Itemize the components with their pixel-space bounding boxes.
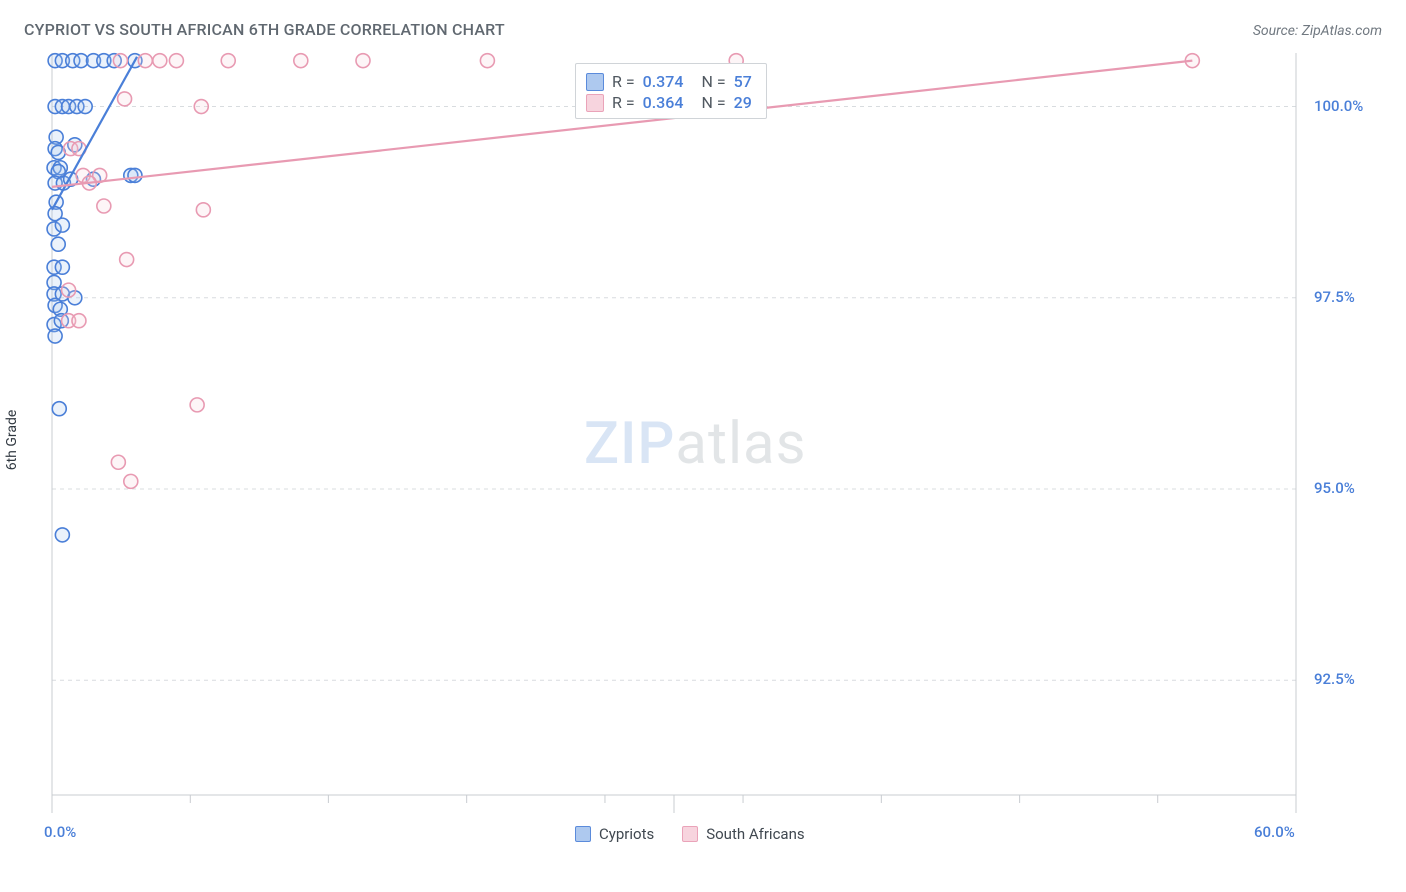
series-legend: Cypriots South Africans [575, 825, 805, 843]
scatter-chart [44, 45, 1382, 835]
x-tick-label: 60.0% [1254, 823, 1295, 841]
legend-row: R = 0.364 N = 29 [586, 93, 752, 112]
y-tick-label: 95.0% [1314, 479, 1355, 497]
legend-row: R = 0.374 N = 57 [586, 72, 752, 91]
source-attribution: Source: ZipAtlas.com [1253, 23, 1382, 39]
correlation-legend: R = 0.374 N = 57 R = 0.364 N = 29 [575, 63, 767, 119]
y-axis-label: 6th Grade [4, 410, 20, 471]
series-legend-item: South Africans [682, 825, 804, 843]
series-legend-item: Cypriots [575, 825, 654, 843]
y-tick-label: 100.0% [1314, 97, 1363, 115]
chart-title: CYPRIOT VS SOUTH AFRICAN 6TH GRADE CORRE… [24, 20, 505, 39]
chart-container: 6th Grade ZIPatlas R = 0.374 N = 57 R = … [44, 45, 1382, 835]
y-tick-label: 92.5% [1314, 670, 1355, 688]
y-tick-label: 97.5% [1314, 288, 1355, 306]
x-tick-label: 0.0% [44, 823, 76, 841]
